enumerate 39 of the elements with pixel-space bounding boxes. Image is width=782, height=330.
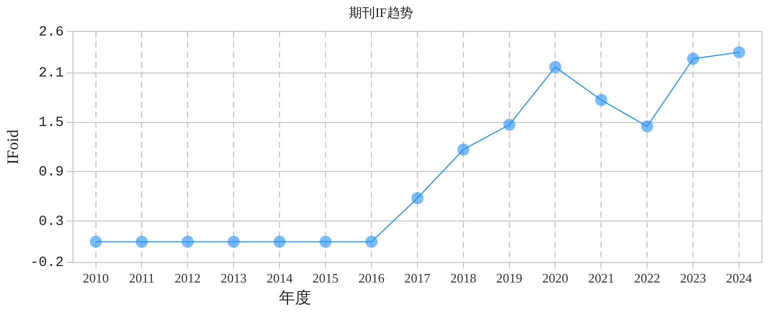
y-tick-label: 2.6 (38, 24, 64, 40)
x-tick-label: 2019 (496, 270, 522, 286)
y-tick-label: 2.1 (38, 66, 64, 82)
point (320, 236, 332, 248)
y-tick-label: 0.9 (38, 164, 64, 180)
chart-title: 期刊IF趋势 (349, 5, 413, 20)
point (503, 118, 516, 131)
x-axis-title: 年度 (279, 288, 311, 309)
y-tick-label: -0.2 (30, 255, 64, 272)
y-tick-label: 1.5 (38, 114, 64, 131)
point (411, 192, 424, 204)
point (274, 236, 286, 248)
point (549, 61, 562, 74)
point (457, 143, 470, 156)
x-tick-label: 2014 (266, 270, 294, 286)
point (733, 46, 746, 58)
point (228, 236, 240, 248)
x-tick-label: 2020 (542, 270, 568, 286)
x-tick-label: 2015 (312, 270, 339, 286)
x-tick-label: 2012 (174, 270, 201, 286)
point (182, 236, 194, 248)
point (365, 236, 378, 248)
x-tick-label: 2024 (726, 270, 753, 286)
x-tick-label: 2021 (588, 270, 614, 286)
point (687, 52, 700, 65)
x-tick-label: 2022 (634, 270, 660, 286)
x-tick-label: 2016 (358, 270, 385, 286)
y-axis-title: IFoid (4, 130, 22, 164)
x-tick-label: 2013 (220, 270, 247, 286)
point (136, 236, 148, 248)
point (641, 120, 654, 132)
x-tick-label: 2011 (128, 270, 154, 286)
point (595, 94, 608, 106)
x-tick-label: 2010 (82, 270, 109, 286)
y-tick-label: 0.3 (38, 214, 64, 230)
point (90, 236, 102, 248)
x-tick-label: 2017 (404, 270, 431, 286)
x-tick-label: 2018 (450, 270, 476, 286)
x-tick-label: 2023 (680, 270, 706, 286)
